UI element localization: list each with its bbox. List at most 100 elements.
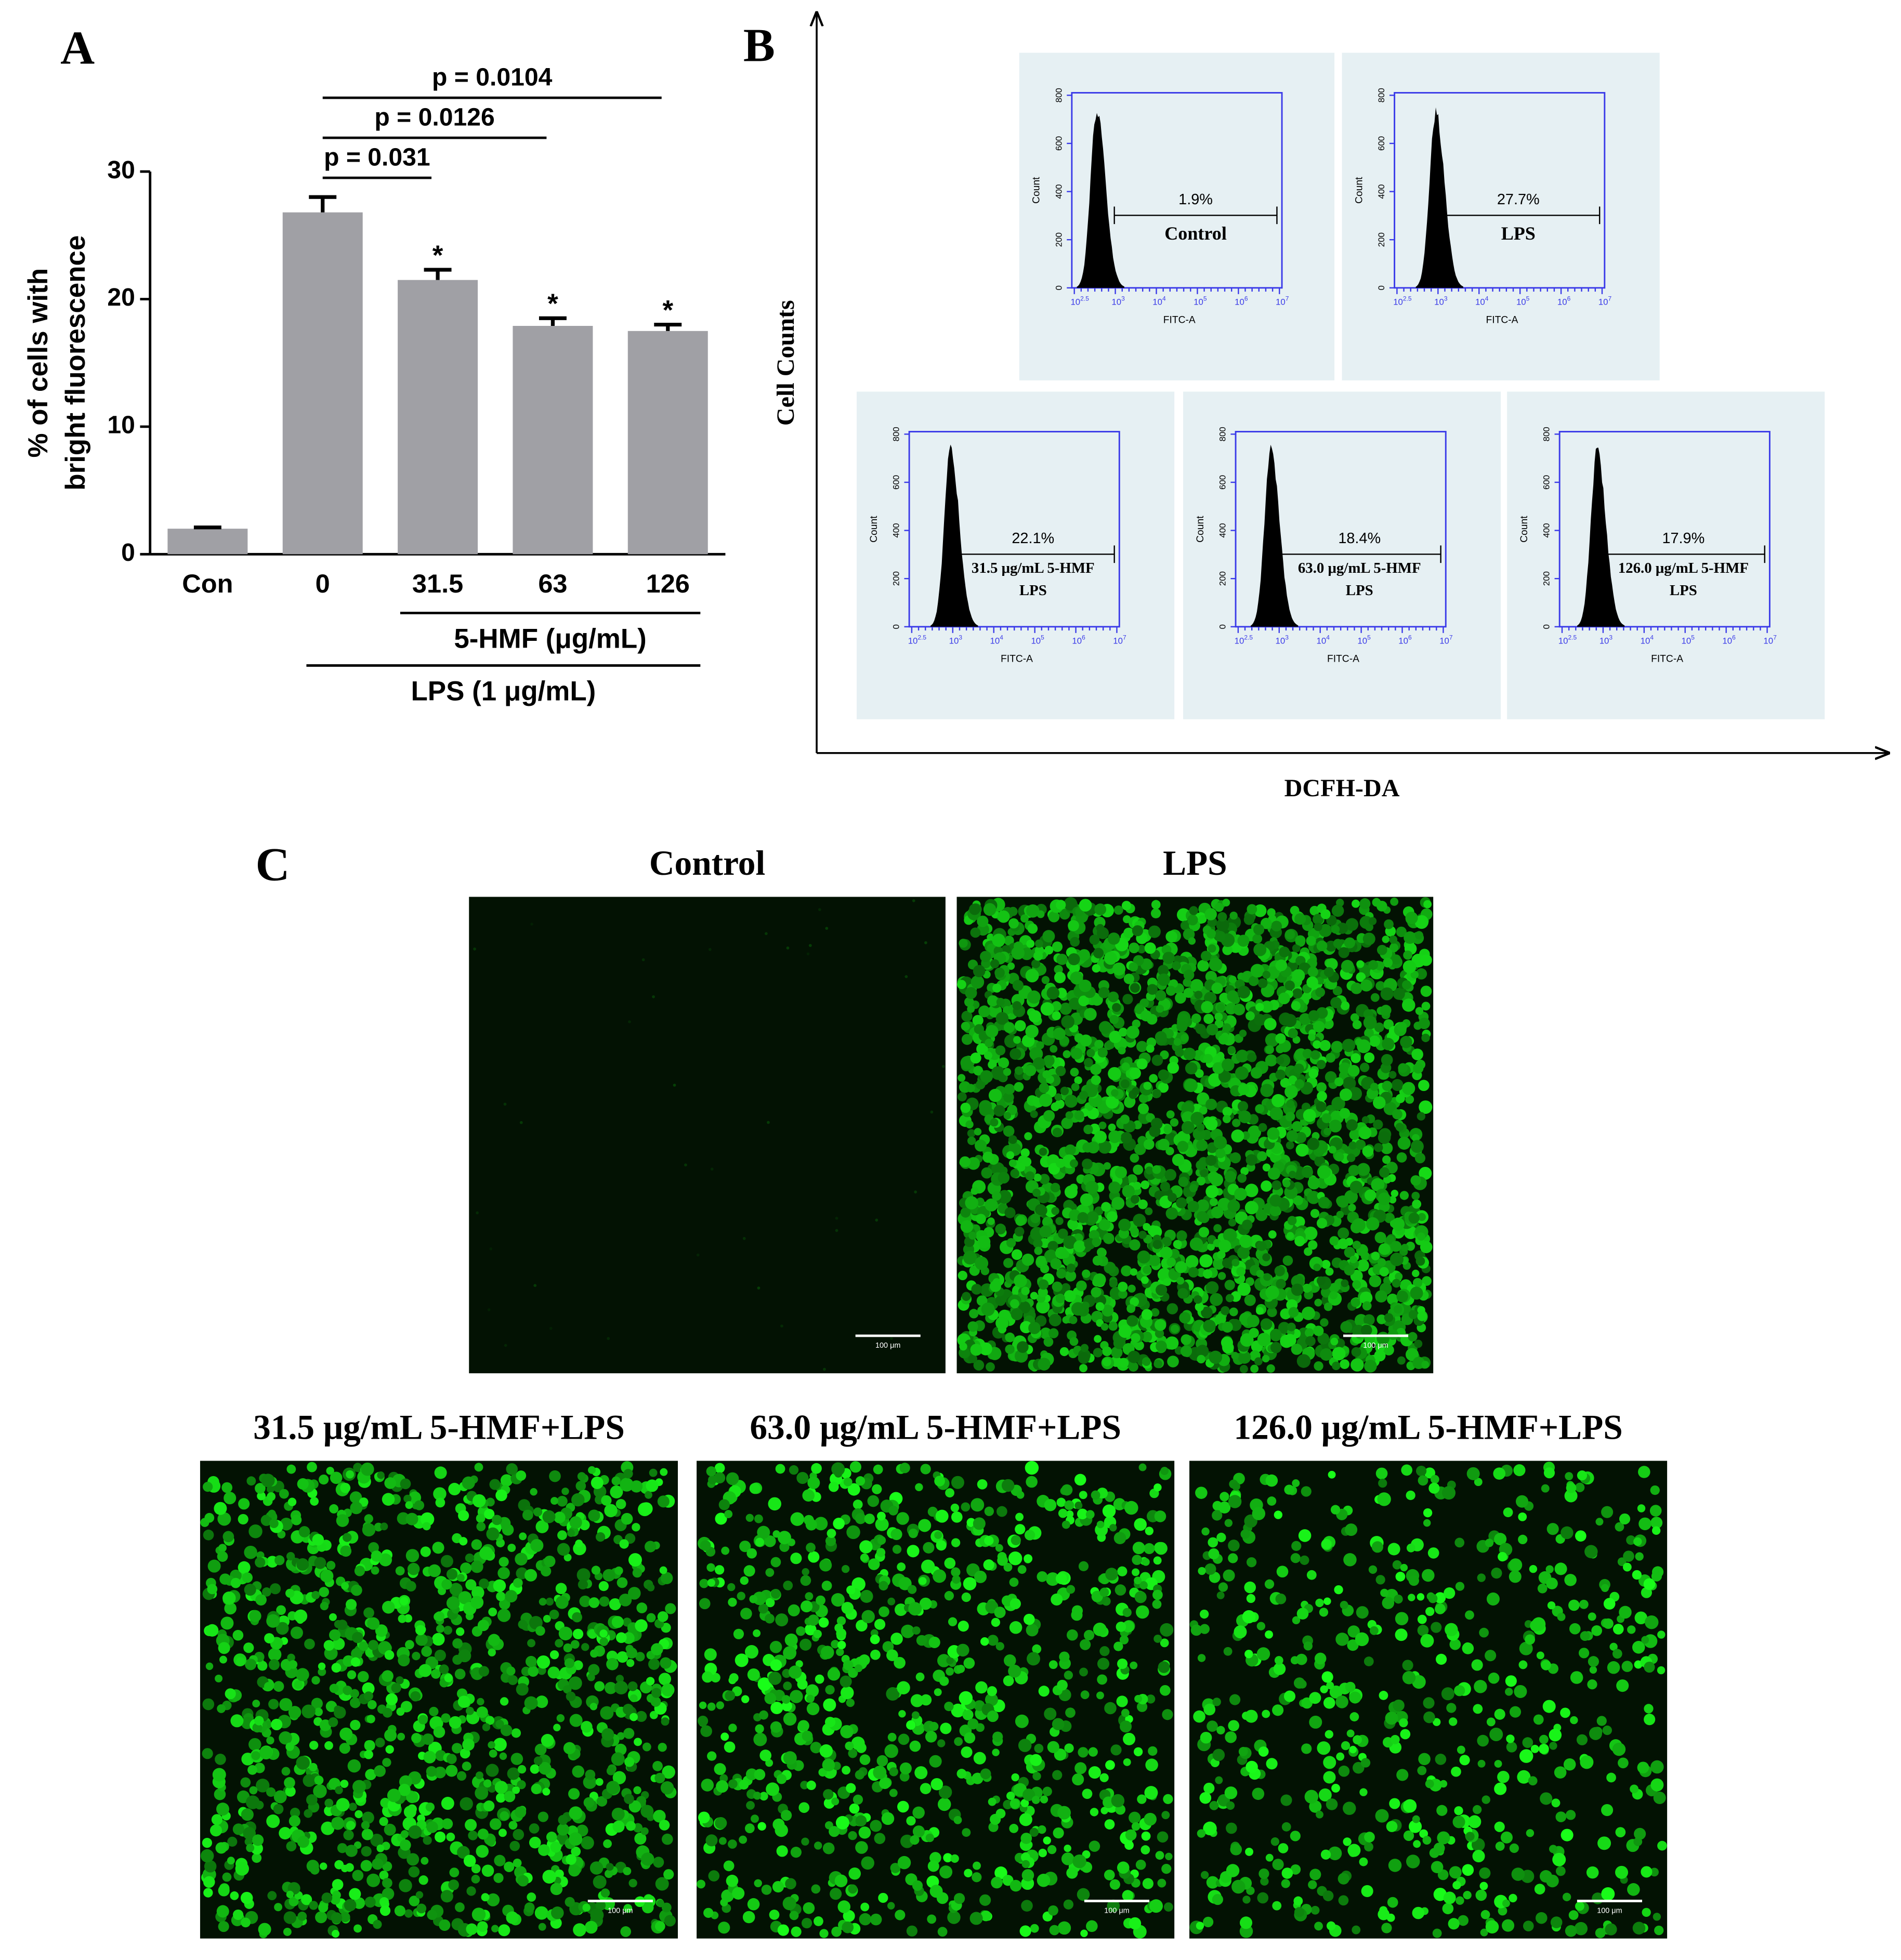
cell: [1160, 1467, 1169, 1476]
cell: [1027, 923, 1038, 934]
cell: [496, 1591, 506, 1601]
cell: [1172, 1153, 1185, 1166]
cell: [455, 1627, 465, 1636]
cell: [969, 1309, 979, 1319]
cell: [1146, 1044, 1155, 1053]
x-tick-base: 10: [1516, 297, 1526, 307]
cell: [840, 1725, 854, 1739]
cell: [626, 1821, 636, 1831]
cell: [837, 1900, 851, 1913]
x-tick-exponent: 3: [1285, 634, 1289, 641]
cell: [707, 1751, 717, 1761]
cell: [1167, 1356, 1179, 1367]
cell: [895, 1910, 906, 1920]
cell: [227, 1857, 235, 1865]
cell: [1156, 1284, 1168, 1296]
cell: [268, 1659, 280, 1670]
cell: [859, 1913, 872, 1926]
y-axis-label: Count: [1519, 516, 1530, 543]
cell: [581, 1721, 593, 1733]
y-tick-label: 200: [1054, 232, 1064, 247]
cell: [642, 1742, 651, 1752]
cell: [246, 1795, 260, 1809]
cell: [202, 1481, 213, 1492]
cell: [471, 1874, 480, 1884]
cell: [566, 1691, 576, 1702]
cell: [1098, 986, 1110, 998]
cell: [550, 1883, 563, 1896]
cell: [329, 1613, 337, 1621]
cell: [456, 1574, 465, 1582]
cell: [1380, 987, 1394, 1001]
cell: [285, 1742, 294, 1751]
cell: [535, 1626, 545, 1636]
cell: [1287, 1216, 1297, 1226]
cell: [1231, 1352, 1239, 1360]
cell: [1010, 1048, 1021, 1060]
cell: [980, 1070, 993, 1083]
cell: [415, 1891, 424, 1899]
cell: [1344, 1265, 1355, 1276]
cell: [990, 959, 1000, 968]
cell: [454, 1668, 466, 1680]
cell: [446, 1569, 458, 1580]
cell: [1092, 1255, 1103, 1266]
cell: [352, 1870, 364, 1882]
cell: [704, 1648, 717, 1661]
cell: [636, 1602, 648, 1613]
cell: [220, 1616, 234, 1630]
cell: [473, 947, 476, 951]
y-axis-label: Count: [1195, 516, 1206, 543]
cell: [1392, 1109, 1402, 1120]
cell: [1010, 1299, 1019, 1309]
cell: [261, 1474, 275, 1488]
cell: [699, 1598, 711, 1610]
cell: [1102, 1346, 1112, 1357]
cell: [1258, 1123, 1267, 1132]
x-tick-base: 10: [1235, 636, 1244, 646]
cell: [996, 997, 1005, 1006]
cell: [373, 1919, 382, 1929]
cell: [1215, 1148, 1226, 1159]
cell: [462, 1761, 471, 1771]
cell: [1055, 1065, 1066, 1076]
cell: [870, 1820, 882, 1832]
cell: [1034, 939, 1043, 948]
cell: [1109, 1524, 1117, 1532]
cell: [1348, 1141, 1357, 1150]
cell: [1336, 1195, 1349, 1208]
cell: [446, 1754, 457, 1765]
cell: [1079, 899, 1092, 912]
cell: [1137, 1103, 1149, 1114]
cell: [1307, 1177, 1320, 1190]
cell: [1376, 1314, 1387, 1324]
cell: [602, 1569, 615, 1582]
cell: [998, 1057, 1010, 1069]
cell: [976, 1214, 986, 1225]
cell: [673, 1083, 676, 1087]
cell: [1008, 1551, 1022, 1566]
cell: [1014, 1274, 1027, 1288]
cell: [1149, 1255, 1161, 1267]
cell: [471, 1908, 486, 1922]
cell: [1131, 1822, 1140, 1831]
cell: [915, 1483, 923, 1492]
cell: [1126, 1025, 1139, 1039]
cell: [973, 1360, 985, 1371]
cell: [1294, 1235, 1305, 1246]
cell: [1204, 908, 1217, 920]
cell: [222, 1591, 236, 1605]
x-tick-exponent: 6: [1082, 634, 1085, 641]
cell: [815, 1674, 824, 1684]
cell: [468, 1831, 478, 1840]
cell: [1040, 1795, 1048, 1804]
cell: [1352, 1280, 1361, 1290]
cell: [1340, 1321, 1353, 1333]
bar: [282, 212, 363, 555]
cell: [605, 1869, 613, 1878]
cell: [811, 1463, 822, 1474]
x-tick-label: 31.5: [412, 569, 463, 598]
cell: [1380, 1005, 1392, 1016]
cell: [475, 1771, 483, 1780]
cell: [405, 1640, 414, 1650]
